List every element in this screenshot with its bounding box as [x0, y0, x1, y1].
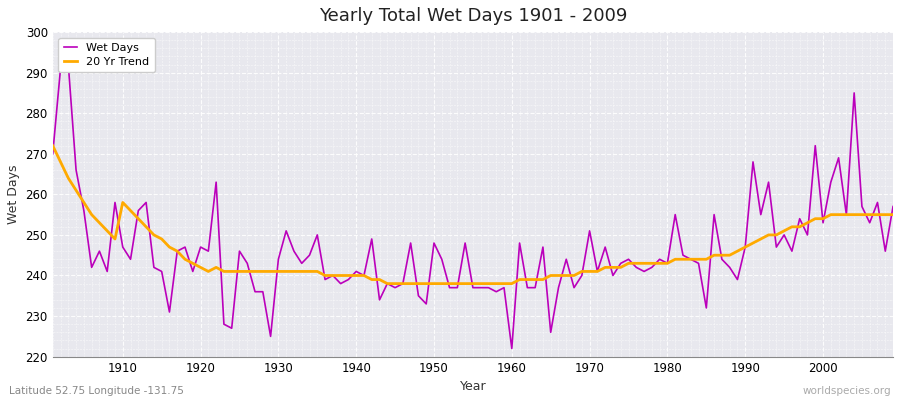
Text: Latitude 52.75 Longitude -131.75: Latitude 52.75 Longitude -131.75	[9, 386, 184, 396]
X-axis label: Year: Year	[460, 380, 486, 393]
Wet Days	[117, 245, 128, 250]
Wet Days	[522, 285, 533, 290]
20 Yr Trend	[507, 281, 517, 286]
Line: 20 Yr Trend: 20 Yr Trend	[53, 146, 893, 284]
Wet Days	[616, 261, 626, 266]
20 Yr Trend	[382, 281, 392, 286]
Wet Days	[63, 62, 74, 67]
Text: worldspecies.org: worldspecies.org	[803, 386, 891, 396]
20 Yr Trend	[48, 143, 58, 148]
Wet Days	[289, 249, 300, 254]
Wet Days	[335, 281, 346, 286]
Wet Days	[48, 151, 58, 156]
20 Yr Trend	[608, 265, 618, 270]
20 Yr Trend	[281, 269, 292, 274]
20 Yr Trend	[110, 236, 121, 241]
20 Yr Trend	[514, 277, 525, 282]
20 Yr Trend	[328, 273, 338, 278]
Y-axis label: Wet Days: Wet Days	[7, 164, 20, 224]
Legend: Wet Days, 20 Yr Trend: Wet Days, 20 Yr Trend	[58, 38, 155, 72]
Title: Yearly Total Wet Days 1901 - 2009: Yearly Total Wet Days 1901 - 2009	[319, 7, 627, 25]
20 Yr Trend	[887, 212, 898, 217]
Line: Wet Days: Wet Days	[53, 64, 893, 348]
Wet Days	[514, 241, 525, 246]
Wet Days	[887, 204, 898, 209]
Wet Days	[507, 346, 517, 351]
